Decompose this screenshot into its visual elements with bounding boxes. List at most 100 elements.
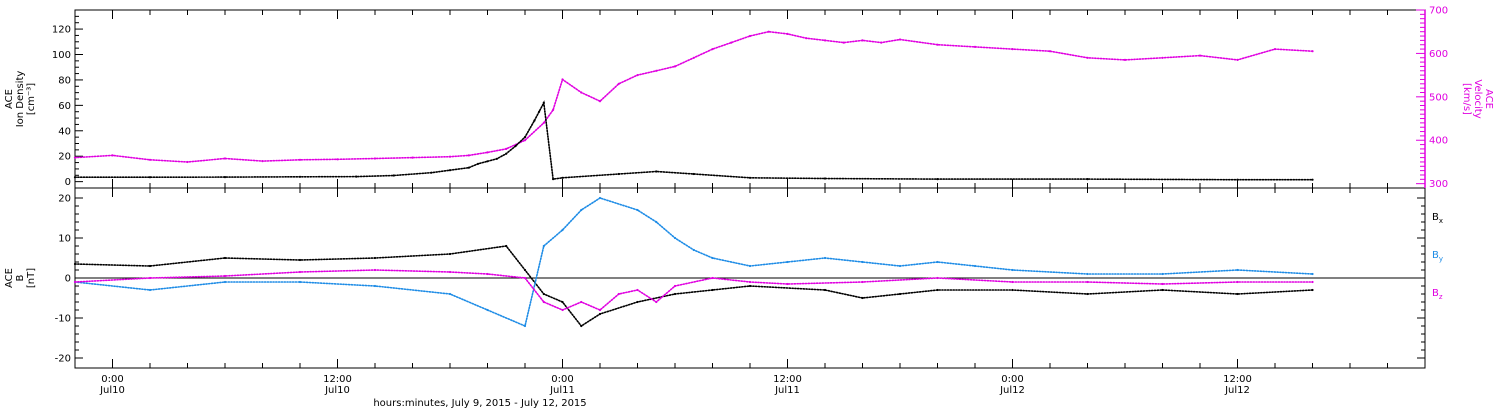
bx-series-point — [823, 288, 827, 292]
legend-bz-subscript: z — [1439, 293, 1443, 301]
bz-series-point — [486, 272, 489, 276]
density-series-point — [477, 162, 480, 165]
bz-series-point — [861, 280, 864, 284]
bz-series-point — [786, 282, 789, 286]
by-series-point — [561, 228, 564, 232]
bx-series-point — [148, 264, 152, 268]
by-series-point — [655, 220, 658, 224]
density-series-point — [1086, 178, 1089, 181]
bz-series-point — [1161, 282, 1164, 286]
velocity-series-point — [1011, 48, 1014, 51]
by-series-point — [673, 236, 677, 240]
velocity-series-point — [542, 121, 545, 124]
by-series-point — [580, 208, 583, 212]
data-layer — [73, 30, 1314, 328]
velocity-series-point — [805, 37, 808, 40]
density-series-point — [223, 176, 227, 179]
x-tick-time-label: 12:00 — [323, 374, 352, 385]
density-series-point — [823, 177, 827, 180]
velocity-axis-title-line: [km/s] — [1461, 83, 1472, 115]
density-series-point — [552, 178, 555, 181]
bx-series-point — [1161, 288, 1164, 292]
velocity-axis-title-line: ACE — [1483, 89, 1494, 109]
velocity-series-point — [823, 39, 827, 42]
density-series-point — [73, 176, 77, 179]
bx-series-point — [1311, 288, 1314, 292]
by-series-point — [1011, 268, 1014, 272]
bz-series-point — [1236, 280, 1239, 284]
density-series-point — [514, 144, 517, 148]
density-axis-title-line: ACE — [4, 89, 15, 109]
velocity-series-point — [880, 41, 883, 44]
x-tick-time-label: 0:00 — [101, 374, 123, 385]
by-series-point — [298, 280, 302, 284]
bz-series-point — [223, 274, 227, 278]
density-series-point — [655, 170, 658, 173]
bx-series-point — [1086, 292, 1089, 296]
x-tick-date-label: Jul10 — [324, 385, 350, 396]
by-series-point — [523, 324, 527, 328]
bx-series-point — [580, 324, 583, 328]
velocity-series-point — [673, 65, 677, 68]
bx-series-point — [673, 292, 677, 296]
density-series-point — [298, 175, 302, 178]
by-series-point — [711, 256, 714, 260]
b-axis-title-line: ACE — [4, 268, 15, 288]
label-layer: hours:minutes, July 9, 2015 - July 12, 2… — [4, 6, 1494, 410]
velocity-series-point — [767, 30, 770, 33]
velocity-series-point — [973, 45, 977, 49]
b-tick-label: -10 — [55, 314, 71, 325]
bz-series-point — [148, 276, 152, 280]
bz-series-point — [73, 280, 77, 284]
velocity-series-point — [186, 160, 189, 164]
bz-series-point — [580, 300, 583, 304]
velocity-series-point — [298, 158, 302, 161]
bz-series — [74, 269, 1314, 311]
bz-series-point — [542, 300, 545, 304]
density-series-point — [936, 178, 939, 181]
x-tick-time-label: 12:00 — [1223, 374, 1252, 385]
velocity-series-point — [1198, 54, 1202, 57]
velocity-series-point — [1161, 56, 1164, 59]
bz-series-point — [936, 276, 939, 280]
velocity-series-point — [73, 156, 77, 159]
by-series-point — [1161, 272, 1164, 276]
bx-series-point — [505, 244, 508, 248]
density-tick-label: 40 — [58, 126, 71, 137]
velocity-series-point — [336, 158, 339, 161]
bz-series-point — [711, 276, 714, 280]
velocity-series-point — [617, 82, 620, 85]
legend-by-subscript: y — [1439, 255, 1443, 263]
x-tick-date-label: Jul11 — [549, 385, 575, 396]
density-series-point — [148, 176, 152, 179]
by-series-point — [373, 284, 377, 288]
legend-bx: Bx — [1432, 212, 1443, 225]
x-tick-time-label: 0:00 — [551, 374, 573, 385]
x-tick-date-label: Jul12 — [999, 385, 1025, 396]
density-series-point — [561, 176, 564, 179]
velocity-series-point — [467, 154, 470, 157]
bx-series-point — [636, 300, 639, 304]
bx-series-point — [373, 256, 377, 260]
density-series-point — [533, 119, 536, 122]
bz-series-point — [673, 284, 677, 288]
by-series-point — [898, 264, 902, 268]
density-tick-label: 20 — [58, 152, 71, 163]
bx-series-point — [561, 300, 564, 304]
bz-series-point — [448, 270, 452, 274]
bx-series-point — [223, 256, 227, 260]
by-series-point — [223, 280, 227, 284]
velocity-series-point — [111, 154, 114, 157]
by-series-point — [448, 292, 452, 296]
b-axis-title-line: [nT] — [26, 268, 37, 288]
by-series-point — [1236, 268, 1239, 272]
velocity-series-point — [748, 34, 752, 38]
density-series-point — [542, 101, 545, 104]
density-series-point — [448, 169, 452, 172]
bz-series-point — [636, 288, 639, 292]
density-series-point — [392, 174, 395, 177]
bz-series-point — [373, 268, 377, 272]
density-series-point — [486, 160, 489, 163]
